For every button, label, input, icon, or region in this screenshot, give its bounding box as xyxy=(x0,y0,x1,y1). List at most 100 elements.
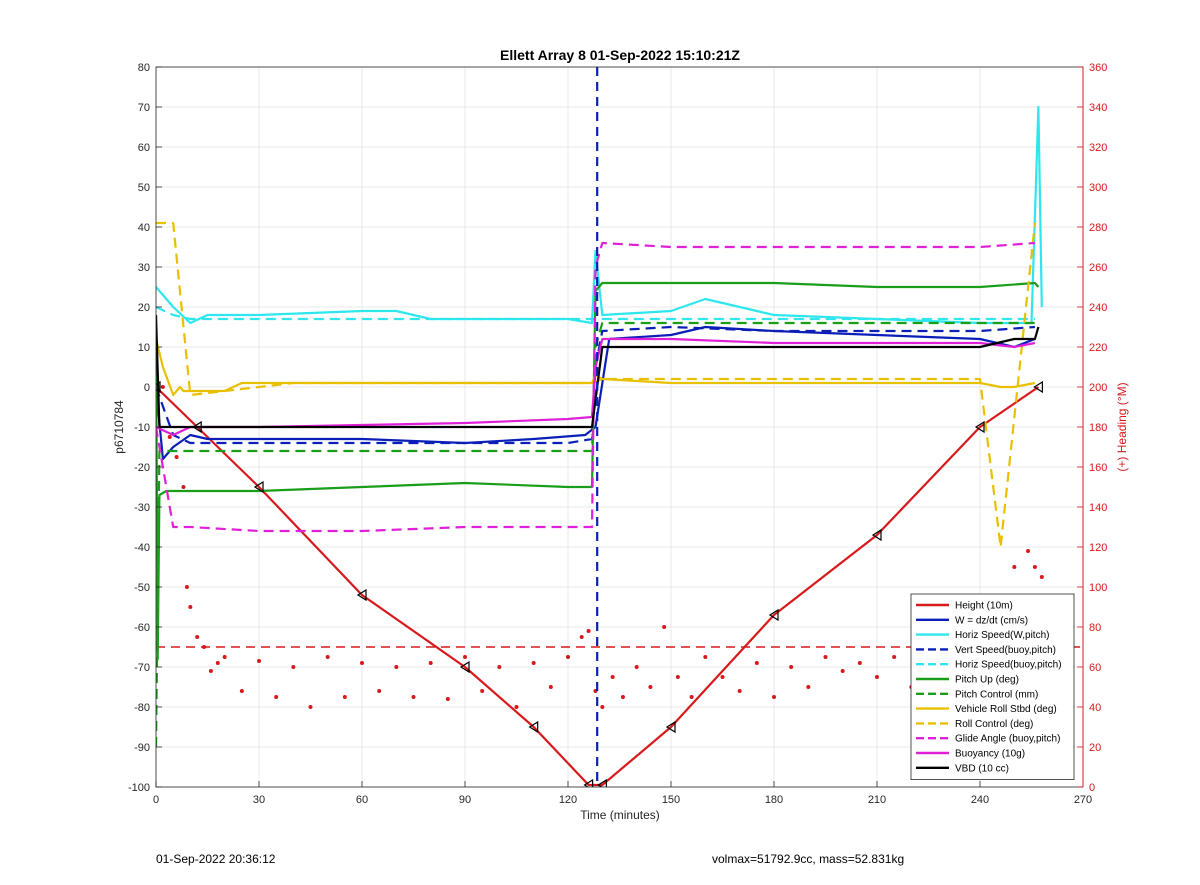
y2-axis-label: (+) Heading (°M) xyxy=(1115,382,1129,471)
y2-tick-label: 320 xyxy=(1089,142,1107,154)
y-tick-label: -30 xyxy=(134,502,150,514)
y-axis-label: p6710784 xyxy=(112,400,126,454)
x-tick-label: 150 xyxy=(662,794,680,806)
heading-point xyxy=(360,661,364,665)
x-tick-label: 0 xyxy=(153,794,159,806)
heading-point xyxy=(737,689,742,693)
heading-point xyxy=(754,661,759,665)
x-tick-label: 120 xyxy=(559,794,577,806)
heading-point xyxy=(772,695,776,699)
heading-point xyxy=(610,675,615,679)
y2-tick-label: 200 xyxy=(1089,382,1107,394)
y-tick-label: 0 xyxy=(144,382,150,394)
x-axis-label: Time (minutes) xyxy=(580,808,660,822)
y2-tick-label: 140 xyxy=(1089,502,1107,514)
x-tick-label: 90 xyxy=(459,794,471,806)
y-tick-label: -20 xyxy=(134,462,150,474)
legend-label-2: Horiz Speed(W,pitch) xyxy=(955,630,1049,641)
y2-tick-label: 160 xyxy=(1089,462,1107,474)
y-tick-label: -40 xyxy=(134,542,150,554)
x-tick-label: 30 xyxy=(253,794,265,806)
heading-point xyxy=(720,675,725,679)
series-line-9 xyxy=(156,241,1035,533)
heading-point xyxy=(188,605,193,609)
heading-point xyxy=(586,629,591,633)
series-line-2 xyxy=(156,105,1043,325)
y2-tick-label: 240 xyxy=(1089,302,1107,314)
legend-label-0: Height (10m) xyxy=(955,601,1013,612)
heading-point xyxy=(377,689,382,693)
y2-tick-label: 80 xyxy=(1089,622,1101,634)
y-tick-label: 30 xyxy=(138,262,150,274)
height-marker xyxy=(528,720,539,734)
y-tick-label: -70 xyxy=(134,662,150,674)
legend-label-3: Vert Speed(buoy,pitch) xyxy=(955,645,1056,656)
heading-point xyxy=(840,669,845,673)
height-marker xyxy=(1033,380,1043,394)
heading-point xyxy=(342,695,347,699)
y2-tick-label: 20 xyxy=(1089,742,1101,754)
height-marker xyxy=(768,608,779,622)
legend-label-4: Horiz Speed(buoy,pitch) xyxy=(955,660,1062,671)
heading-point xyxy=(620,695,625,699)
y2-tick-label: 0 xyxy=(1089,782,1095,794)
height-marker xyxy=(192,420,202,434)
x-tick-label: 60 xyxy=(356,794,368,806)
x-tick-label: 270 xyxy=(1074,794,1092,806)
x-tick-label: 210 xyxy=(868,794,886,806)
legend-label-5: Pitch Up (deg) xyxy=(955,675,1019,686)
height-marker xyxy=(665,720,676,734)
y-tick-label: -50 xyxy=(134,582,150,594)
height-marker xyxy=(871,528,882,542)
y-tick-label: 60 xyxy=(138,142,150,154)
y-tick-label: 50 xyxy=(138,182,150,194)
heading-point xyxy=(857,661,862,665)
series-line-0 xyxy=(156,386,1040,787)
y-tick-label: 70 xyxy=(138,102,150,114)
height-marker xyxy=(459,660,470,674)
heading-point xyxy=(394,665,399,669)
heading-point xyxy=(428,661,433,665)
legend-label-10: Buoyancy (10g) xyxy=(955,749,1025,760)
y2-tick-label: 220 xyxy=(1089,342,1107,354)
heading-point xyxy=(181,485,186,489)
y-tick-label: -80 xyxy=(134,702,150,714)
series-line-5 xyxy=(156,281,1040,661)
y2-tick-label: 280 xyxy=(1089,222,1107,234)
y-tick-label: -10 xyxy=(134,422,150,434)
heading-point xyxy=(445,697,450,701)
series-line-4 xyxy=(156,306,1035,321)
heading-point xyxy=(823,655,828,659)
data-layer xyxy=(156,67,1083,787)
y2-tick-label: 100 xyxy=(1089,582,1107,594)
heading-point xyxy=(160,385,165,389)
y-tick-label: -90 xyxy=(134,742,150,754)
x-tick-label: 240 xyxy=(971,794,989,806)
x-tick-label: 180 xyxy=(765,794,783,806)
heading-point xyxy=(662,625,667,629)
series-line-8 xyxy=(156,221,1036,549)
heading-point xyxy=(174,455,179,459)
heading-point xyxy=(634,665,639,669)
heading-point xyxy=(497,665,502,669)
heading-point xyxy=(579,635,584,639)
heading-point xyxy=(202,645,207,649)
heading-point xyxy=(308,705,313,709)
heading-point xyxy=(892,655,897,659)
heading-point xyxy=(325,655,330,659)
heading-point xyxy=(239,689,244,693)
y2-tick-label: 300 xyxy=(1089,182,1107,194)
heading-point xyxy=(1012,565,1017,569)
y-tick-label: 20 xyxy=(138,302,150,314)
heading-point xyxy=(1026,549,1031,553)
heading-point xyxy=(463,655,467,659)
y2-tick-label: 60 xyxy=(1089,662,1101,674)
y2-tick-label: 340 xyxy=(1089,102,1107,114)
tick-layer: 0 30 60 90 120 150 180 210 240 270 -10 0 -90 -80 -70 -6… xyxy=(128,62,1107,806)
y-tick-label: -60 xyxy=(134,622,150,634)
heading-point xyxy=(689,695,694,699)
heading-point xyxy=(274,695,279,699)
legend-label-9: Glide Angle (buoy,pitch) xyxy=(955,734,1060,745)
legend-label-11: VBD (10 cc) xyxy=(955,763,1009,774)
heading-point xyxy=(480,689,485,693)
